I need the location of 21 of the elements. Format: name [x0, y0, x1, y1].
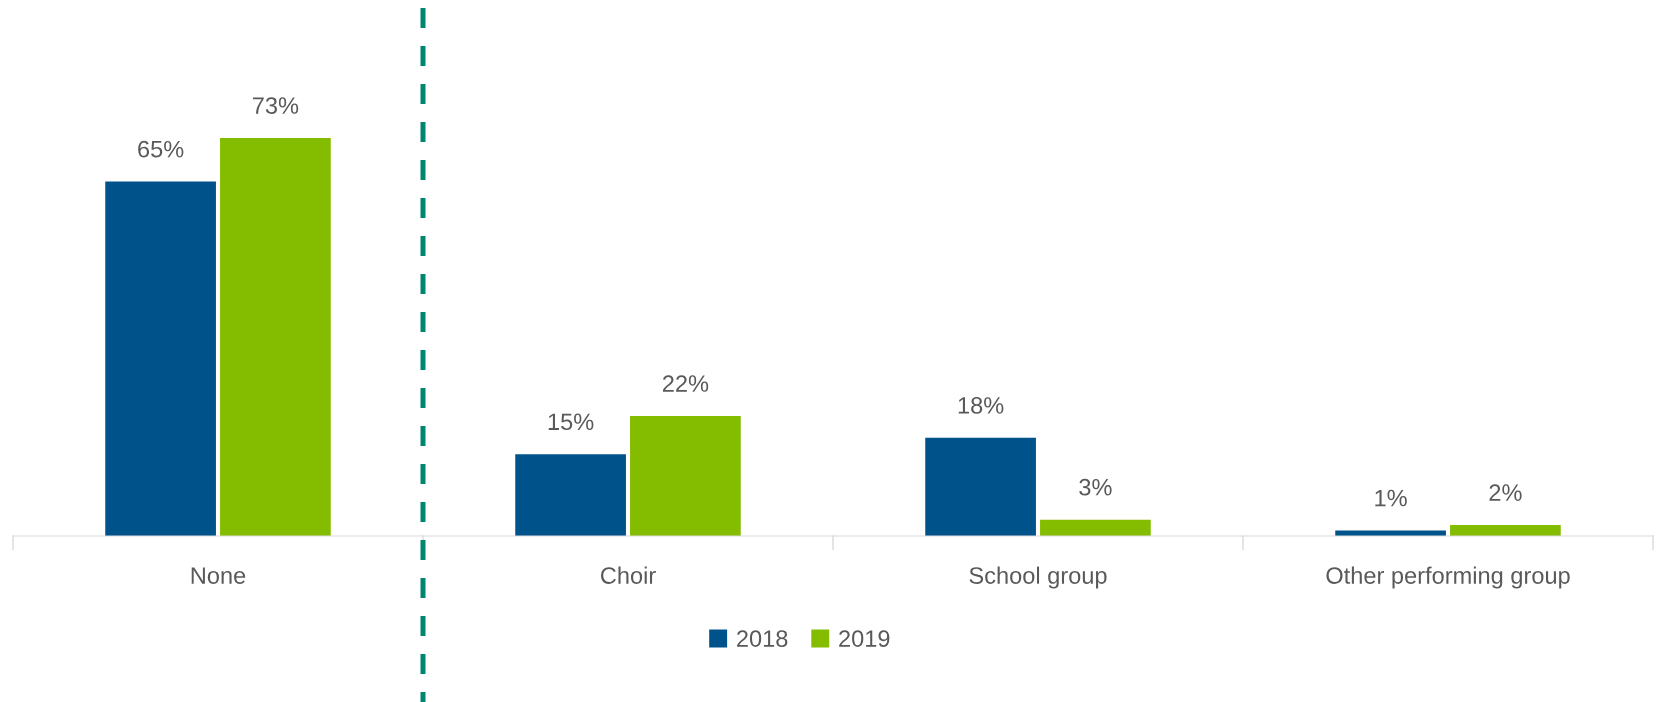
bar — [220, 138, 331, 536]
data-label: 18% — [958, 397, 1004, 414]
bar — [105, 181, 216, 536]
bar — [1450, 525, 1561, 536]
legend-label: 2019 — [839, 630, 890, 647]
x-tick-label: Other performing group — [1326, 566, 1570, 589]
bar — [630, 416, 741, 536]
bar — [1040, 519, 1151, 536]
bar — [515, 454, 626, 536]
x-tick-label: School group — [969, 566, 1107, 589]
data-label: 1% — [1375, 489, 1407, 507]
data-label: 65% — [138, 140, 184, 158]
data-label: 2% — [1489, 484, 1522, 501]
data-label: 22% — [662, 375, 709, 392]
legend-label: 2018 — [737, 630, 788, 647]
data-label: 73% — [252, 97, 299, 114]
x-tick-label: Choir — [600, 566, 656, 584]
x-tick-label: None — [191, 567, 246, 584]
data-label: 3% — [1079, 478, 1112, 496]
data-label: 15% — [548, 413, 594, 431]
bar — [925, 437, 1036, 536]
